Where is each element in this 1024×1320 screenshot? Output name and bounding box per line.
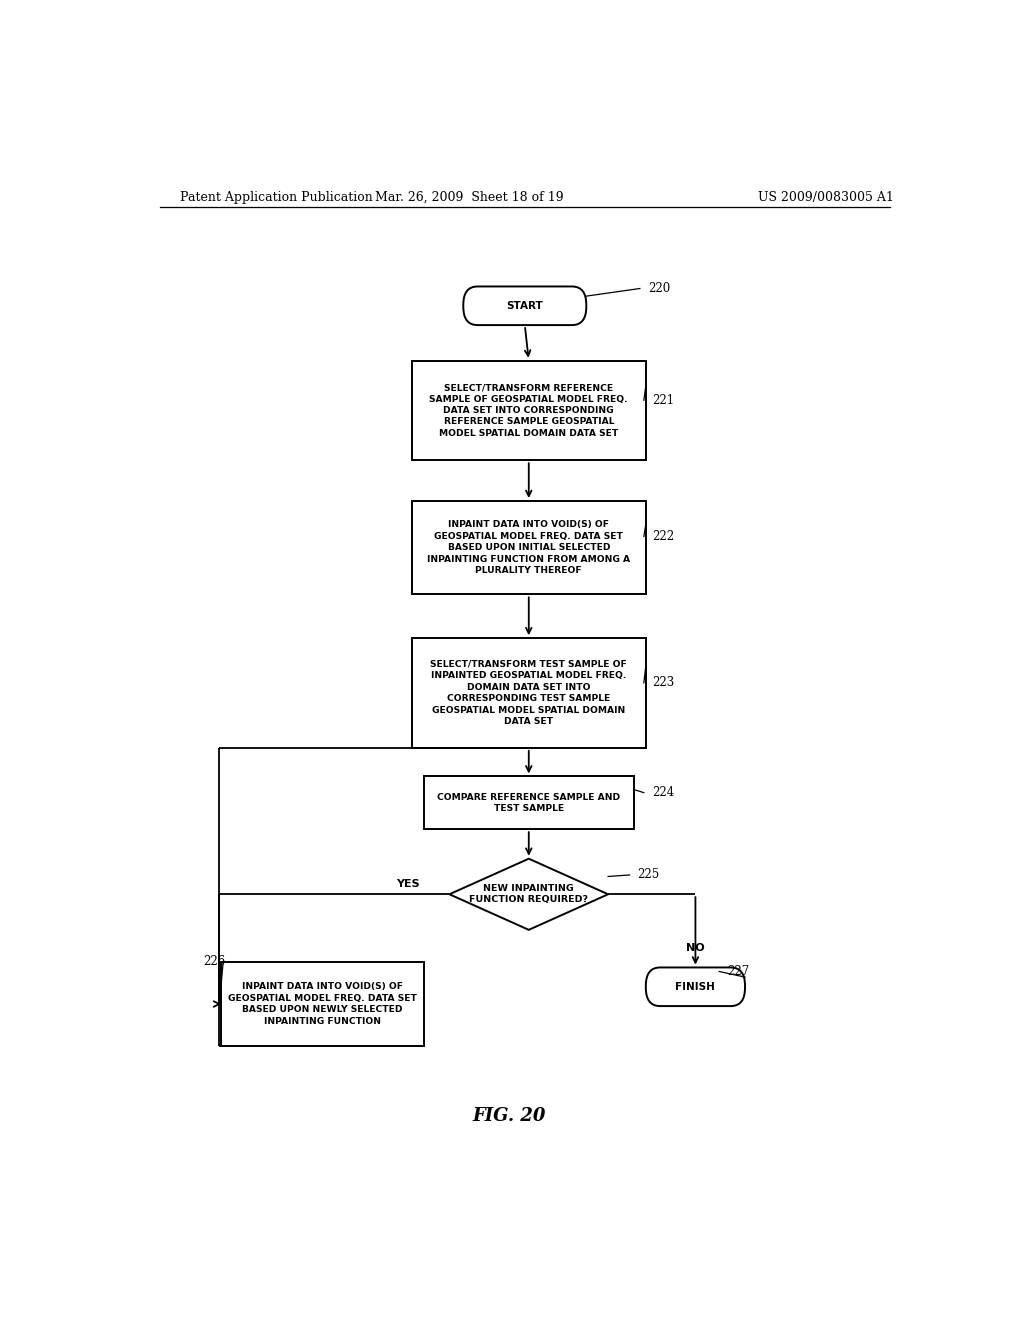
Text: US 2009/0083005 A1: US 2009/0083005 A1: [759, 191, 894, 205]
Text: 226: 226: [204, 954, 225, 968]
Text: 225: 225: [638, 869, 659, 882]
Text: INPAINT DATA INTO VOID(S) OF
GEOSPATIAL MODEL FREQ. DATA SET
BASED UPON INITIAL : INPAINT DATA INTO VOID(S) OF GEOSPATIAL …: [427, 520, 631, 576]
Text: 224: 224: [652, 787, 674, 799]
Text: SELECT/TRANSFORM REFERENCE
SAMPLE OF GEOSPATIAL MODEL FREQ.
DATA SET INTO CORRES: SELECT/TRANSFORM REFERENCE SAMPLE OF GEO…: [429, 383, 628, 438]
FancyBboxPatch shape: [463, 286, 587, 325]
Text: FINISH: FINISH: [676, 982, 716, 991]
Text: 220: 220: [648, 282, 670, 294]
Text: FIG. 20: FIG. 20: [472, 1107, 546, 1125]
Text: 223: 223: [652, 676, 674, 689]
FancyBboxPatch shape: [646, 968, 745, 1006]
Text: Mar. 26, 2009  Sheet 18 of 19: Mar. 26, 2009 Sheet 18 of 19: [375, 191, 563, 205]
Text: SELECT/TRANSFORM TEST SAMPLE OF
INPAINTED GEOSPATIAL MODEL FREQ.
DOMAIN DATA SET: SELECT/TRANSFORM TEST SAMPLE OF INPAINTE…: [430, 660, 627, 726]
Bar: [221, 962, 424, 1045]
Text: NO: NO: [686, 944, 705, 953]
Bar: [424, 776, 634, 829]
Text: INPAINT DATA INTO VOID(S) OF
GEOSPATIAL MODEL FREQ. DATA SET
BASED UPON NEWLY SE: INPAINT DATA INTO VOID(S) OF GEOSPATIAL …: [228, 982, 417, 1026]
Text: 222: 222: [652, 531, 674, 543]
Polygon shape: [450, 859, 608, 929]
Bar: [412, 500, 646, 594]
Text: START: START: [507, 301, 543, 310]
Text: COMPARE REFERENCE SAMPLE AND
TEST SAMPLE: COMPARE REFERENCE SAMPLE AND TEST SAMPLE: [437, 792, 621, 813]
Text: YES: YES: [396, 879, 420, 890]
Text: 221: 221: [652, 393, 674, 407]
Bar: [412, 360, 646, 461]
Text: Patent Application Publication: Patent Application Publication: [179, 191, 373, 205]
Bar: [412, 638, 646, 748]
Text: NEW INPAINTING
FUNCTION REQUIRED?: NEW INPAINTING FUNCTION REQUIRED?: [469, 884, 588, 904]
Text: 227: 227: [727, 965, 750, 978]
